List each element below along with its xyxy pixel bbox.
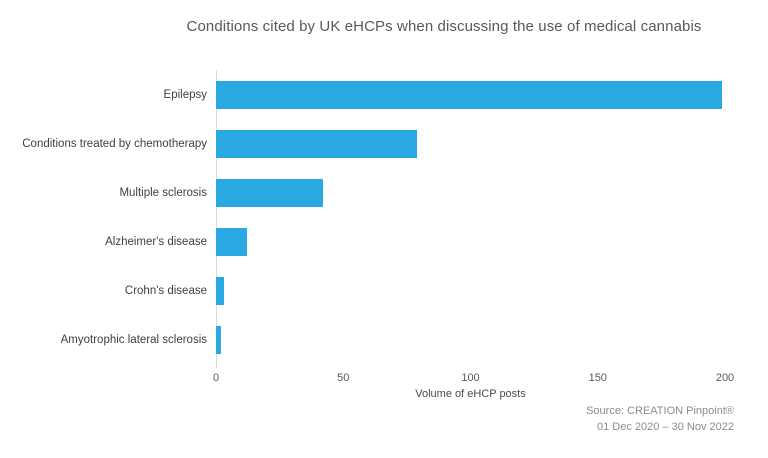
x-axis-ticks: 0 50 100 150 200 — [212, 372, 734, 384]
y-axis-line — [216, 70, 217, 368]
bar-row: Amyotrophic lateral sclerosis — [61, 316, 725, 365]
x-axis-label: Volume of eHCP posts — [415, 388, 526, 400]
bar — [216, 178, 323, 207]
bar-rows: Epilepsy Conditions treated by chemothera… — [22, 70, 725, 365]
bar-row: Crohn's disease — [125, 267, 725, 316]
bar — [216, 277, 224, 306]
category-label: Conditions treated by chemotherapy — [22, 137, 207, 150]
x-tick-label: 50 — [337, 372, 350, 384]
plot-area: Epilepsy Conditions treated by chemothera… — [22, 70, 734, 400]
bar — [216, 80, 723, 109]
x-tick-label: 200 — [715, 372, 735, 384]
x-tick-label: 150 — [588, 372, 607, 384]
category-label: Amyotrophic lateral sclerosis — [60, 334, 207, 347]
bar — [216, 326, 222, 355]
bar-row: Epilepsy — [164, 70, 725, 119]
source-note: Source: CREATION Pinpoint® 01 Dec 2020 –… — [586, 403, 734, 435]
bar-row: Multiple sclerosis — [119, 168, 725, 217]
source-line1: Source: CREATION Pinpoint® — [586, 405, 734, 417]
bar-row: Alzheimer's disease — [105, 218, 725, 267]
x-tick-label: 100 — [461, 372, 480, 384]
category-label: Epilepsy — [163, 88, 207, 101]
bar-row: Conditions treated by chemotherapy — [22, 119, 725, 168]
source-line2: 01 Dec 2020 – 30 Nov 2022 — [597, 421, 734, 433]
bar — [216, 129, 418, 158]
x-tick-label: 0 — [212, 372, 220, 384]
category-label: Alzheimer's disease — [105, 236, 207, 249]
category-label: Crohn's disease — [124, 285, 207, 298]
bar — [216, 228, 247, 257]
chart-title: Conditions cited by UK eHCPs when discus… — [186, 18, 702, 35]
category-label: Multiple sclerosis — [119, 186, 207, 199]
